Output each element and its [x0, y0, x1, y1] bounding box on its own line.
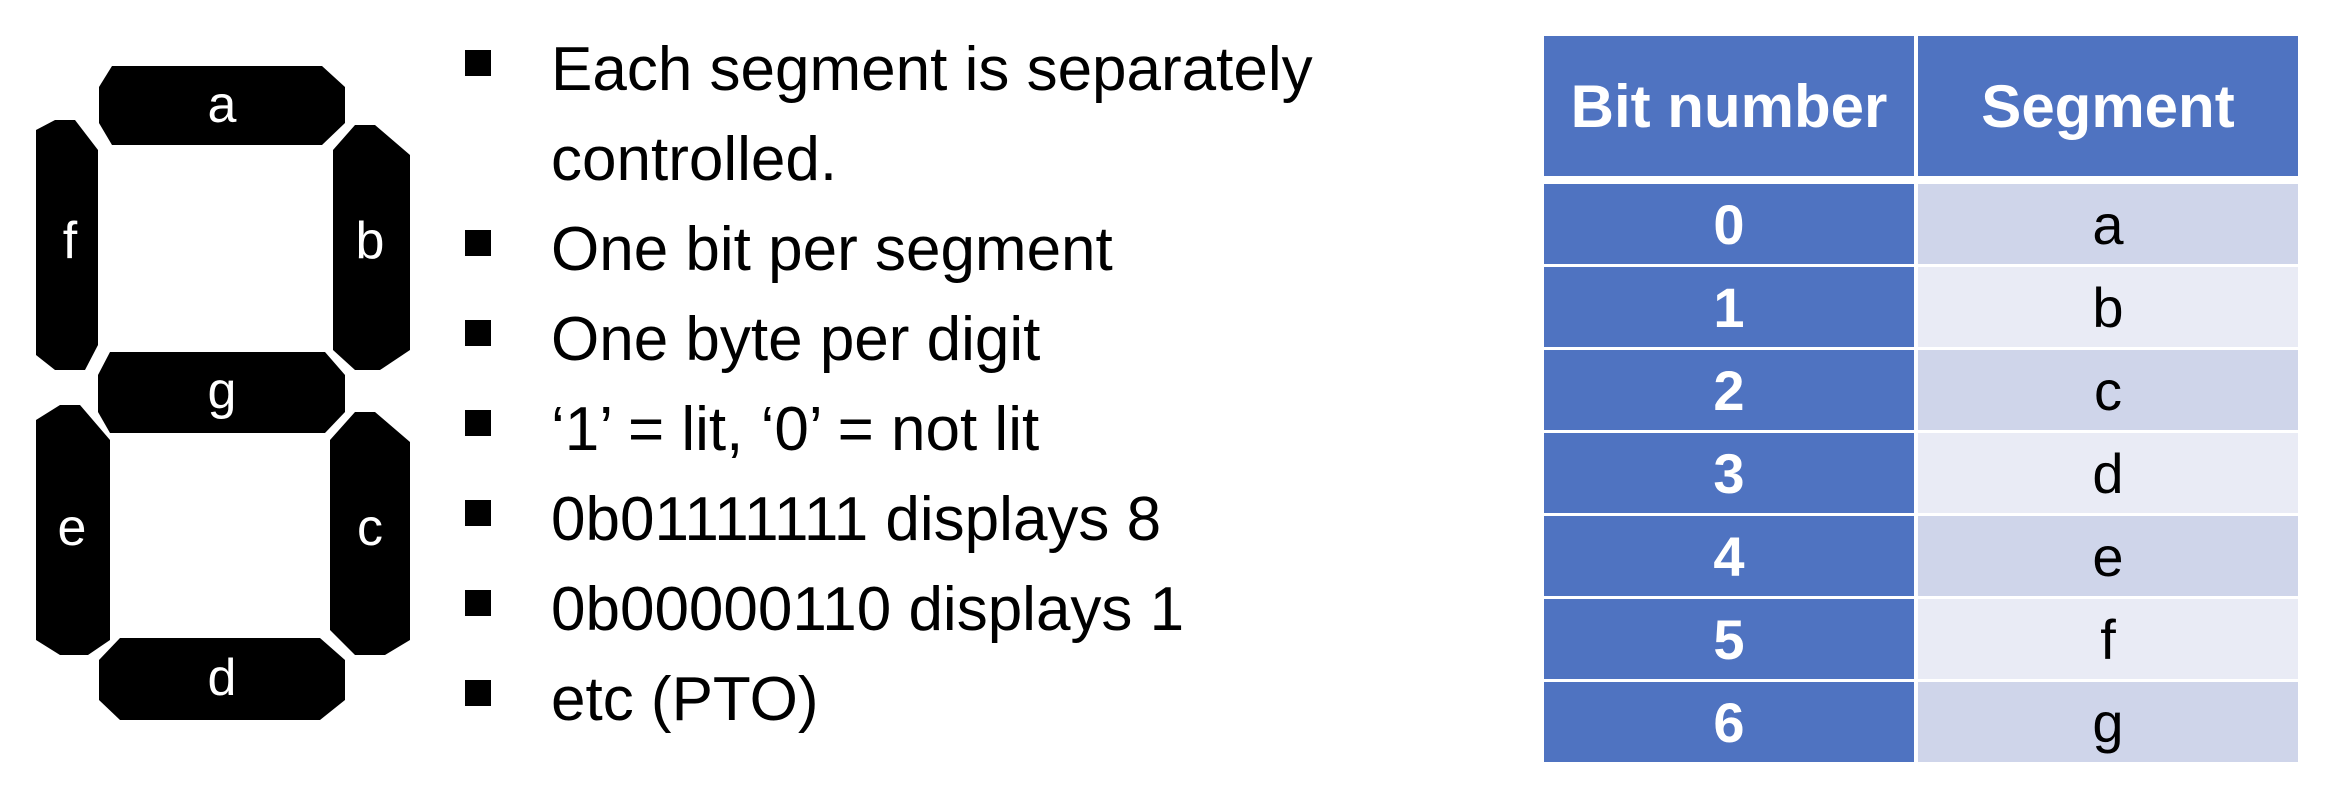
bit-cell: 1 — [1544, 265, 1918, 350]
segment-g — [98, 352, 345, 433]
bullet-item: 0b01111111 displays 8 — [455, 475, 1455, 565]
segment-cell: c — [1916, 348, 2298, 433]
segment-d-label: d — [208, 649, 237, 707]
segment-cell: d — [1916, 431, 2298, 516]
segment-c — [330, 412, 410, 655]
table-row: 5 f — [1544, 597, 2298, 682]
bullet-item: 0b00000110 displays 1 — [455, 565, 1455, 655]
bullet-item: ‘1’ = lit, ‘0’ = not lit — [455, 385, 1455, 475]
segment-cell: g — [1916, 680, 2298, 765]
segment-cell: a — [1916, 180, 2298, 267]
segment-a-label: a — [208, 76, 237, 134]
segment-cell: f — [1916, 597, 2298, 682]
bit-cell: 0 — [1544, 180, 1918, 267]
bullet-item: One bit per segment — [455, 205, 1455, 295]
segment-b — [333, 125, 410, 370]
bit-cell: 6 — [1544, 680, 1918, 765]
table-row: 1 b — [1544, 265, 2298, 350]
header-bit-number: Bit number — [1544, 36, 1918, 184]
bit-segment-table: Bit number Segment 0 a 1 b 2 c 3 d 4 e 5… — [1544, 36, 2298, 765]
segment-e-label: e — [58, 499, 87, 557]
segment-a — [99, 66, 345, 145]
bullet-list: Each segment is separately controlled. O… — [455, 25, 1455, 745]
segment-e — [36, 405, 110, 655]
bit-cell: 2 — [1544, 348, 1918, 433]
table-row: 3 d — [1544, 431, 2298, 516]
segment-cell: e — [1916, 514, 2298, 599]
segment-d — [99, 638, 345, 720]
segment-g-label: g — [208, 362, 237, 420]
bullet-item: Each segment is separately controlled. — [455, 25, 1455, 205]
bit-cell: 4 — [1544, 514, 1918, 599]
table-row: 4 e — [1544, 514, 2298, 599]
table-row: 2 c — [1544, 348, 2298, 433]
segment-c-label: c — [357, 499, 383, 557]
header-segment: Segment — [1916, 36, 2298, 184]
bit-cell: 5 — [1544, 597, 1918, 682]
seven-segment-diagram: a f b g e c d — [36, 66, 410, 720]
bullet-item: One byte per digit — [455, 295, 1455, 385]
table-header-row: Bit number Segment — [1544, 36, 2298, 184]
table-row: 6 g — [1544, 680, 2298, 765]
bit-cell: 3 — [1544, 431, 1918, 516]
segment-f — [36, 120, 98, 370]
segment-cell: b — [1916, 265, 2298, 350]
segment-f-label: f — [63, 212, 78, 270]
bullet-item: etc (PTO) — [455, 655, 1455, 745]
table-row: 0 a — [1544, 180, 2298, 267]
segment-b-label: b — [356, 212, 385, 270]
